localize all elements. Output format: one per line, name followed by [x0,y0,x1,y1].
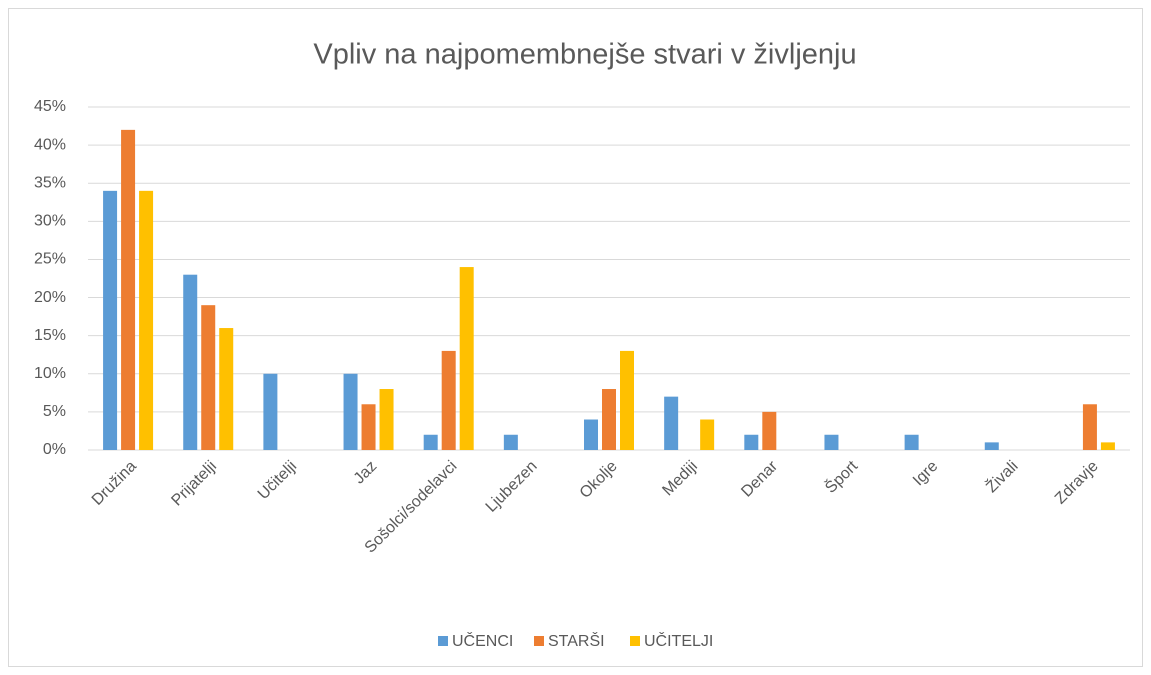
legend-label: UČENCI [452,631,513,650]
bar [984,442,999,450]
y-tick-label: 5% [43,403,66,420]
bar [103,190,118,450]
bar [183,274,198,450]
bar [503,434,518,450]
bar [263,373,278,450]
bar [201,305,216,450]
bar [824,434,839,450]
y-tick-label: 10% [34,365,66,382]
bar [762,411,777,450]
bar [219,328,234,450]
bar [343,373,358,450]
y-tick-label: 20% [34,289,66,306]
bar [379,389,394,450]
y-tick-label: 30% [34,213,66,230]
y-tick-label: 0% [43,441,66,458]
bar [423,434,438,450]
bar [1082,404,1097,450]
legend-swatch [438,636,448,646]
y-tick-label: 25% [34,251,66,268]
y-tick-label: 45% [34,98,66,115]
bar [664,396,679,450]
y-tick-label: 15% [34,327,66,344]
y-tick-label: 35% [34,174,66,191]
bar [584,419,598,450]
bar [139,190,154,450]
bar [700,419,715,450]
bar [121,129,136,450]
bar [620,350,634,450]
y-tick-label: 40% [34,136,66,153]
legend-swatch [534,636,544,646]
bar [904,434,919,450]
bar [744,434,759,450]
bar [1100,442,1115,450]
bar [459,267,474,450]
legend-label: STARŠI [548,631,605,650]
legend-label: UČITELJI [644,631,713,650]
bar [441,350,456,450]
bar [602,389,616,450]
bar [361,404,376,450]
chart-title: Vpliv na najpomembnejše stvari v življen… [313,39,856,71]
chart-border [8,8,1143,667]
legend-swatch [630,636,640,646]
